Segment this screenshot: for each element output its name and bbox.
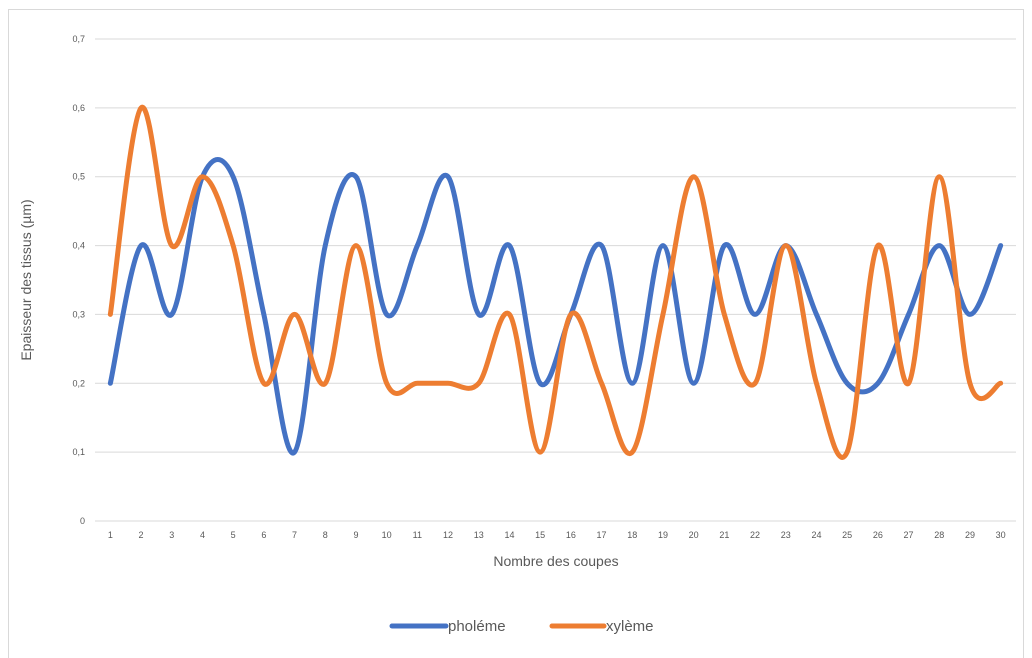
x-tick-label: 28 [934, 530, 944, 540]
x-tick-label: 15 [535, 530, 545, 540]
y-tick-label: 0,4 [72, 241, 85, 251]
legend-label: pholéme [448, 618, 506, 635]
x-tick-label: 29 [965, 530, 975, 540]
x-tick-label: 22 [750, 530, 760, 540]
x-tick-label: 4 [200, 530, 205, 540]
x-tick-label: 30 [996, 530, 1006, 540]
x-tick-label: 24 [811, 530, 821, 540]
x-tick-label: 6 [261, 530, 266, 540]
x-tick-label: 21 [719, 530, 729, 540]
x-tick-label: 23 [781, 530, 791, 540]
x-tick-label: 25 [842, 530, 852, 540]
y-tick-label: 0 [80, 516, 85, 526]
y-tick-label: 0,3 [72, 309, 85, 319]
y-tick-label: 0,7 [72, 34, 85, 44]
x-tick-label: 27 [904, 530, 914, 540]
legend-label: xylème [606, 618, 654, 635]
series-lines [107, 105, 1004, 460]
x-tick-label: 20 [689, 530, 699, 540]
x-tick-label: 10 [382, 530, 392, 540]
y-axis-title: Epaisseur des tissus (µm) [18, 199, 34, 360]
y-tick-label: 0,2 [72, 378, 85, 388]
x-tick-label: 8 [323, 530, 328, 540]
x-tick-label: 9 [353, 530, 358, 540]
x-tick-label: 11 [413, 530, 422, 540]
legend: pholéme xylème [389, 618, 654, 635]
x-tick-label: 17 [597, 530, 607, 540]
x-tick-label: 2 [139, 530, 144, 540]
y-tick-labels: 0 0,1 0,2 0,3 0,4 0,5 0,6 0,7 [72, 34, 85, 526]
x-tick-label: 16 [566, 530, 576, 540]
x-tick-label: 13 [474, 530, 484, 540]
x-tick-label: 18 [627, 530, 637, 540]
gridlines [95, 38, 1016, 522]
series-line-1 [107, 157, 1004, 456]
x-tick-label: 12 [443, 530, 453, 540]
y-tick-label: 0,1 [72, 447, 85, 457]
x-tick-label: 26 [873, 530, 883, 540]
x-tick-label: 7 [292, 530, 297, 540]
x-tick-label: 1 [108, 530, 113, 540]
x-tick-label: 3 [169, 530, 174, 540]
y-tick-label: 0,6 [72, 103, 85, 113]
x-tick-label: 5 [231, 530, 236, 540]
x-tick-labels: 1 2 3 4 5 6 7 8 9 10 11 12 13 14 15 16 17 18 19 20 21 22 23 24 2… [108, 530, 1006, 540]
series-line-2 [107, 105, 1004, 460]
x-axis-title: Nombre des coupes [493, 553, 618, 569]
y-tick-label: 0,5 [72, 172, 85, 182]
x-tick-label: 14 [504, 530, 514, 540]
x-tick-label: 19 [658, 530, 668, 540]
